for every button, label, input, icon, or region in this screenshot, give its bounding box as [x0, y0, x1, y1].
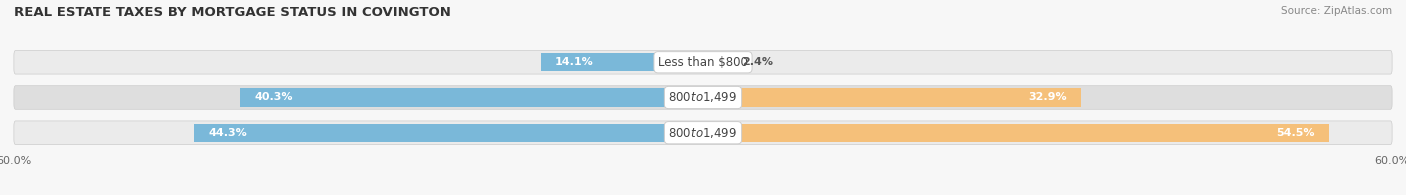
Text: 32.9%: 32.9% — [1028, 92, 1067, 103]
Text: 40.3%: 40.3% — [254, 92, 292, 103]
FancyBboxPatch shape — [14, 121, 1392, 144]
FancyBboxPatch shape — [14, 86, 1392, 109]
Text: $800 to $1,499: $800 to $1,499 — [668, 126, 738, 140]
Text: $800 to $1,499: $800 to $1,499 — [668, 90, 738, 105]
Text: 54.5%: 54.5% — [1277, 128, 1315, 138]
Bar — [703, 88, 1081, 107]
Bar — [541, 53, 703, 71]
Text: 44.3%: 44.3% — [208, 128, 247, 138]
Text: Source: ZipAtlas.com: Source: ZipAtlas.com — [1281, 6, 1392, 16]
Text: 14.1%: 14.1% — [555, 57, 593, 67]
Bar — [194, 124, 703, 142]
Text: 2.4%: 2.4% — [742, 57, 773, 67]
Text: REAL ESTATE TAXES BY MORTGAGE STATUS IN COVINGTON: REAL ESTATE TAXES BY MORTGAGE STATUS IN … — [14, 6, 451, 19]
Bar — [703, 124, 1329, 142]
Bar — [240, 88, 703, 107]
FancyBboxPatch shape — [14, 51, 1392, 74]
Text: Less than $800: Less than $800 — [658, 56, 748, 69]
Bar — [703, 53, 731, 71]
